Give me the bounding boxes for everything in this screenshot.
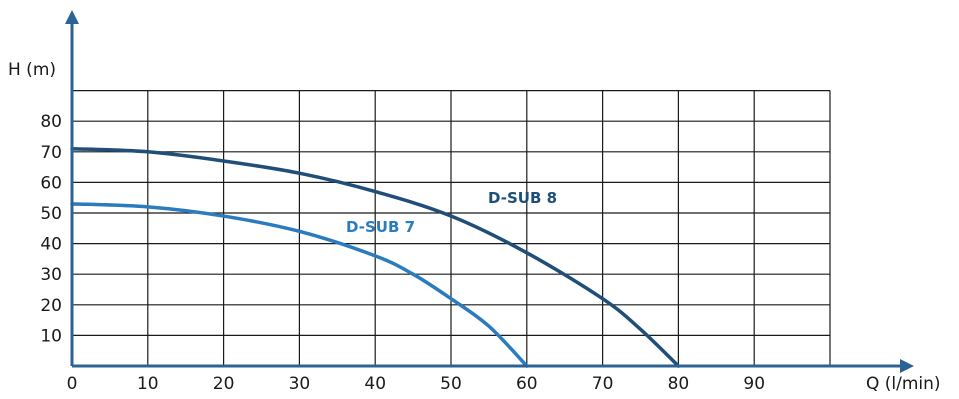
- y-tick-label: 60: [40, 173, 62, 193]
- x-tick-label: 0: [67, 374, 78, 394]
- x-tick-label: 70: [592, 374, 614, 394]
- series-label-d-sub-8: D-SUB 8: [488, 189, 557, 207]
- y-tick-label: 30: [40, 265, 62, 285]
- x-tick-label: 50: [440, 374, 462, 394]
- y-tick-label: 40: [40, 235, 62, 255]
- y-axis-title: H (m): [8, 60, 56, 80]
- x-tick-label: 60: [516, 374, 538, 394]
- grid: [71, 89, 831, 366]
- x-axis-title: Q (l/min): [866, 374, 941, 394]
- y-tick-label: 10: [40, 326, 62, 346]
- tick-labels: 0 10 20 30 40 50 60 70 80 90 10 20 30 40 50 60 70 80: [40, 112, 765, 394]
- x-tick-label: 80: [668, 374, 690, 394]
- series-line-d-sub-7: [70, 202, 529, 368]
- y-axis-arrow-icon: [65, 10, 79, 24]
- x-tick-label: 20: [213, 374, 235, 394]
- x-axis-arrow-icon: [900, 359, 914, 373]
- series-line-d-sub-8: [70, 146, 681, 368]
- axes: [65, 10, 914, 373]
- y-tick-label: 50: [40, 204, 62, 224]
- y-tick-label: 20: [40, 296, 62, 316]
- y-tick-label: 70: [40, 143, 62, 163]
- x-tick-label: 30: [289, 374, 311, 394]
- x-tick-label: 10: [137, 374, 159, 394]
- series-curves: D-SUB 8 D-SUB 7: [70, 146, 681, 368]
- y-tick-label: 80: [40, 112, 62, 132]
- x-tick-label: 40: [364, 374, 386, 394]
- x-tick-label: 90: [743, 374, 765, 394]
- series-label-d-sub-7: D-SUB 7: [346, 218, 415, 236]
